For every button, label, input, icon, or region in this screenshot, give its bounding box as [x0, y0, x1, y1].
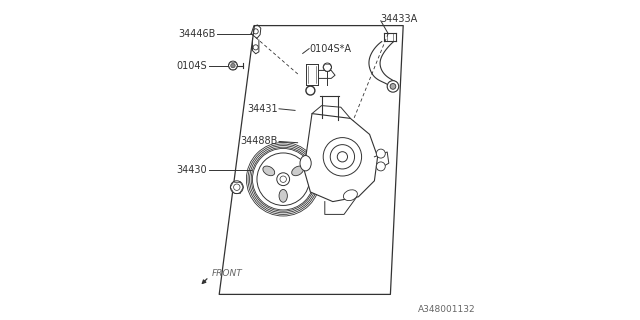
- Circle shape: [323, 63, 332, 71]
- Circle shape: [330, 145, 355, 169]
- Text: FRONT: FRONT: [212, 269, 243, 278]
- Text: 34430: 34430: [177, 165, 207, 175]
- Text: 34446B: 34446B: [179, 28, 216, 39]
- Circle shape: [228, 61, 237, 70]
- Text: A348001132: A348001132: [417, 305, 475, 314]
- Circle shape: [257, 153, 310, 205]
- Circle shape: [231, 63, 236, 68]
- Circle shape: [376, 149, 385, 158]
- Ellipse shape: [263, 166, 275, 176]
- Ellipse shape: [279, 189, 287, 202]
- Circle shape: [376, 162, 385, 171]
- Text: 34488B: 34488B: [241, 136, 278, 147]
- Ellipse shape: [344, 190, 357, 201]
- Text: 0104S*A: 0104S*A: [310, 44, 352, 54]
- Circle shape: [323, 138, 362, 176]
- Text: 0104S: 0104S: [177, 60, 207, 71]
- Polygon shape: [304, 114, 378, 202]
- Ellipse shape: [300, 156, 311, 171]
- Text: 34431: 34431: [247, 104, 278, 114]
- Circle shape: [276, 173, 289, 186]
- Circle shape: [390, 84, 396, 89]
- Ellipse shape: [292, 166, 303, 176]
- Text: 34433A: 34433A: [381, 14, 418, 24]
- Circle shape: [230, 181, 243, 194]
- Circle shape: [387, 81, 399, 92]
- Circle shape: [337, 152, 348, 162]
